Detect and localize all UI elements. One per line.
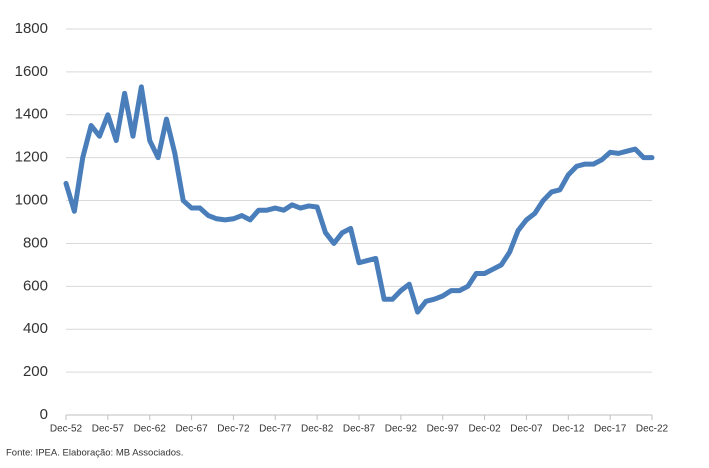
x-tick-label: Dec-17 — [594, 424, 627, 435]
y-tick-label: 1200 — [15, 149, 48, 166]
x-tick-label: Dec-12 — [552, 424, 585, 435]
x-tick-label: Dec-87 — [343, 424, 376, 435]
y-tick-label: 1400 — [15, 106, 48, 123]
x-tick-label: Dec-62 — [134, 424, 167, 435]
x-tick-label: Dec-92 — [385, 424, 418, 435]
y-tick-label: 1000 — [15, 192, 48, 209]
x-tick-label: Dec-22 — [636, 424, 669, 435]
x-tick-label: Dec-67 — [175, 424, 208, 435]
y-tick-label: 800 — [23, 234, 48, 251]
x-tick-label: Dec-52 — [50, 424, 83, 435]
source-note: Fonte: IPEA. Elaboração: MB Associados. — [6, 448, 183, 459]
y-tick-label: 400 — [23, 320, 48, 337]
x-tick-label: Dec-57 — [92, 424, 125, 435]
data-line — [63, 84, 655, 315]
y-tick-label: 1800 — [15, 20, 48, 37]
y-tick-label: 600 — [23, 277, 48, 294]
x-tick-label: Dec-72 — [217, 424, 250, 435]
y-tick-label: 1600 — [15, 63, 48, 80]
y-tick-label: 200 — [23, 363, 48, 380]
x-tick-label: Dec-82 — [301, 424, 334, 435]
y-tick-label: 0 — [40, 406, 48, 423]
x-tick-label: Dec-77 — [259, 424, 292, 435]
x-tick-label: Dec-02 — [468, 424, 501, 435]
x-tick-label: Dec-07 — [510, 424, 543, 435]
x-tick-label: Dec-97 — [427, 424, 460, 435]
